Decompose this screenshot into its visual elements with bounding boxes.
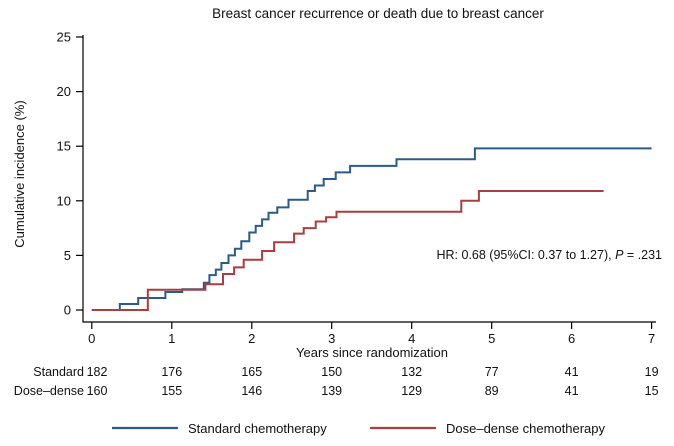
- risk-count: 176: [161, 365, 182, 379]
- x-tick-6: 6: [568, 331, 575, 346]
- risk-count: 150: [321, 365, 342, 379]
- x-tick-2: 2: [248, 331, 255, 346]
- risk-count: 132: [401, 365, 422, 379]
- risk-table: Standard 182 176 165 150 132 77 41 19 Do…: [14, 365, 659, 398]
- risk-count: 182: [87, 365, 108, 379]
- y-tick-0: 0: [64, 303, 71, 318]
- y-tick-20: 20: [57, 84, 71, 99]
- risk-count: 155: [161, 384, 182, 398]
- hr-annotation-p-symbol: P: [615, 248, 624, 262]
- y-tick-15: 15: [57, 139, 71, 154]
- standard-legend-label: Standard chemotherapy: [188, 421, 327, 436]
- legend: Standard chemotherapy Dose–dense chemoth…: [112, 421, 605, 436]
- risk-count: 146: [241, 384, 262, 398]
- x-axis-label: Years since randomization: [296, 345, 448, 360]
- y-tick-5: 5: [64, 248, 71, 263]
- risk-row-label-standard: Standard: [33, 365, 84, 379]
- y-tick-marks: [76, 36, 83, 311]
- risk-count: 89: [485, 384, 499, 398]
- x-tick-3: 3: [328, 331, 335, 346]
- risk-count: 41: [565, 384, 579, 398]
- risk-count: 77: [485, 365, 499, 379]
- x-tick-4: 4: [408, 331, 415, 346]
- risk-count: 165: [241, 365, 262, 379]
- y-tick-labels: 0 5 10 15 20 25: [57, 30, 71, 318]
- risk-count: 41: [565, 365, 579, 379]
- x-tick-5: 5: [488, 331, 495, 346]
- risk-count: 160: [87, 384, 108, 398]
- y-tick-10: 10: [57, 193, 71, 208]
- y-tick-25: 25: [57, 30, 71, 45]
- x-tick-7: 7: [648, 331, 655, 346]
- risk-row-label-dose-dense: Dose–dense: [14, 384, 84, 398]
- standard-chemotherapy-curve: [91, 147, 652, 311]
- risk-count: 19: [645, 365, 659, 379]
- x-tick-1: 1: [168, 331, 175, 346]
- dose-dense-chemotherapy-curve: [91, 190, 604, 311]
- dose-dense-legend-label: Dose–dense chemotherapy: [446, 421, 605, 436]
- chart-title: Breast cancer recurrence or death due to…: [212, 6, 544, 21]
- hr-annotation-main: HR: 0.68 (95%CI: 0.37 to 1.27),: [437, 248, 616, 262]
- hr-annotation: HR: 0.68 (95%CI: 0.37 to 1.27), P = .231: [437, 248, 663, 262]
- x-tick-labels: 0 1 2 3 4 5 6 7: [88, 331, 655, 346]
- y-axis-label: Cumulative incidence (%): [12, 100, 27, 247]
- risk-count: 129: [401, 384, 422, 398]
- risk-count: 15: [645, 384, 659, 398]
- risk-count: 139: [321, 384, 342, 398]
- axis-frame: [82, 35, 656, 323]
- hr-annotation-p-value: = .231: [623, 248, 662, 262]
- x-tick-0: 0: [88, 331, 95, 346]
- risk-row-standard-counts: 182 176 165 150 132 77 41 19: [87, 365, 659, 379]
- risk-row-dose-dense-counts: 160 155 146 139 129 89 41 15: [87, 384, 659, 398]
- x-tick-marks: [91, 322, 653, 329]
